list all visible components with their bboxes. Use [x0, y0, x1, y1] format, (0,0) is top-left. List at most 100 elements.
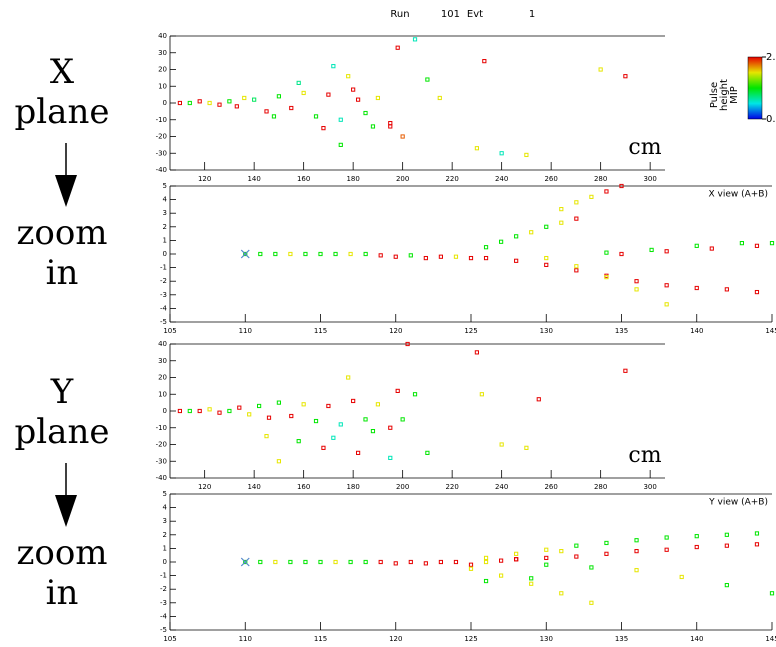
- hit: [695, 545, 698, 548]
- y-tick-label: 40: [158, 340, 167, 348]
- unit-label: cm: [628, 135, 661, 160]
- hit: [198, 409, 201, 412]
- hit: [357, 451, 360, 454]
- x-tick-label: 135: [615, 327, 628, 335]
- hit: [695, 286, 698, 289]
- arrow-head: [55, 495, 77, 527]
- y-tick-label: -40: [156, 166, 167, 174]
- hit: [438, 96, 441, 99]
- y-tick-label: 5: [163, 490, 167, 498]
- hit: [409, 560, 412, 563]
- hit: [454, 560, 457, 563]
- y-tick-label: -30: [156, 457, 167, 465]
- hit: [339, 143, 342, 146]
- hit: [389, 456, 392, 459]
- x-tick-label: 240: [495, 175, 508, 183]
- x-tick-label: 220: [445, 483, 458, 491]
- hit: [248, 413, 251, 416]
- hit: [339, 118, 342, 121]
- side-label: in: [46, 573, 79, 613]
- hit: [599, 68, 602, 71]
- x-tick-label: 300: [643, 483, 656, 491]
- hit: [575, 217, 578, 220]
- hit: [515, 558, 518, 561]
- hit: [515, 235, 518, 238]
- side-label: Y: [50, 372, 74, 412]
- hit: [475, 351, 478, 354]
- y-tick-label: 1: [163, 544, 167, 552]
- y-tick-label: -3: [160, 599, 167, 607]
- run-label: Run: [390, 9, 409, 20]
- hit: [347, 376, 350, 379]
- x-tick-label: 140: [247, 175, 260, 183]
- hit: [545, 256, 548, 259]
- hit: [274, 560, 277, 563]
- hit: [590, 601, 593, 604]
- hit: [590, 566, 593, 569]
- hit: [530, 582, 533, 585]
- hit: [352, 88, 355, 91]
- hit: [695, 535, 698, 538]
- hit: [259, 560, 262, 563]
- hit: [409, 254, 412, 257]
- hit: [665, 284, 668, 287]
- x-tick-label: 220: [445, 175, 458, 183]
- y-tick-label: 30: [158, 49, 167, 57]
- hit: [530, 231, 533, 234]
- hit: [635, 288, 638, 291]
- colorbar: [748, 57, 762, 119]
- y-tick-label: -2: [160, 277, 167, 285]
- x-tick-label: 140: [690, 635, 703, 643]
- hit: [439, 560, 442, 563]
- hit: [545, 556, 548, 559]
- x-tick-label: 120: [389, 635, 402, 643]
- hit: [277, 401, 280, 404]
- hit: [770, 592, 773, 595]
- hit: [635, 550, 638, 553]
- y-tick-label: 3: [163, 517, 167, 525]
- y-tick-label: -4: [160, 304, 168, 312]
- x-tick-label: 180: [346, 483, 359, 491]
- hit: [484, 560, 487, 563]
- hit: [424, 256, 427, 259]
- x-tick-label: 260: [544, 175, 557, 183]
- x-tick-label: 160: [297, 175, 310, 183]
- hit: [277, 460, 280, 463]
- x-tick-label: 200: [396, 483, 409, 491]
- y-tick-label: 0: [163, 99, 167, 107]
- hit: [725, 544, 728, 547]
- colorbar-title: MIP: [729, 86, 740, 104]
- hit: [289, 252, 292, 255]
- side-label: plane: [15, 412, 110, 452]
- hit: [364, 111, 367, 114]
- hit: [439, 255, 442, 258]
- hit: [469, 567, 472, 570]
- event-label: Evt: [467, 9, 483, 20]
- y-tick-label: 20: [158, 374, 167, 382]
- hit: [755, 532, 758, 535]
- hit: [396, 46, 399, 49]
- x-tick-label: 140: [247, 483, 260, 491]
- hit: [289, 560, 292, 563]
- y-tick-label: 0: [163, 558, 167, 566]
- hit: [302, 403, 305, 406]
- hit: [376, 403, 379, 406]
- y-tick-label: 5: [163, 182, 167, 190]
- hit: [725, 288, 728, 291]
- hit: [484, 256, 487, 259]
- hit: [650, 248, 653, 251]
- hit: [265, 435, 268, 438]
- x-tick-label: 160: [297, 483, 310, 491]
- hit: [560, 550, 563, 553]
- y-tick-label: -10: [156, 116, 167, 124]
- hit: [605, 541, 608, 544]
- hit: [770, 242, 773, 245]
- arrow-head: [55, 175, 77, 207]
- hit: [274, 252, 277, 255]
- hit: [755, 543, 758, 546]
- hit: [469, 256, 472, 259]
- y-tick-label: -1: [160, 572, 167, 580]
- hit: [332, 436, 335, 439]
- hit: [500, 443, 503, 446]
- hit: [371, 430, 374, 433]
